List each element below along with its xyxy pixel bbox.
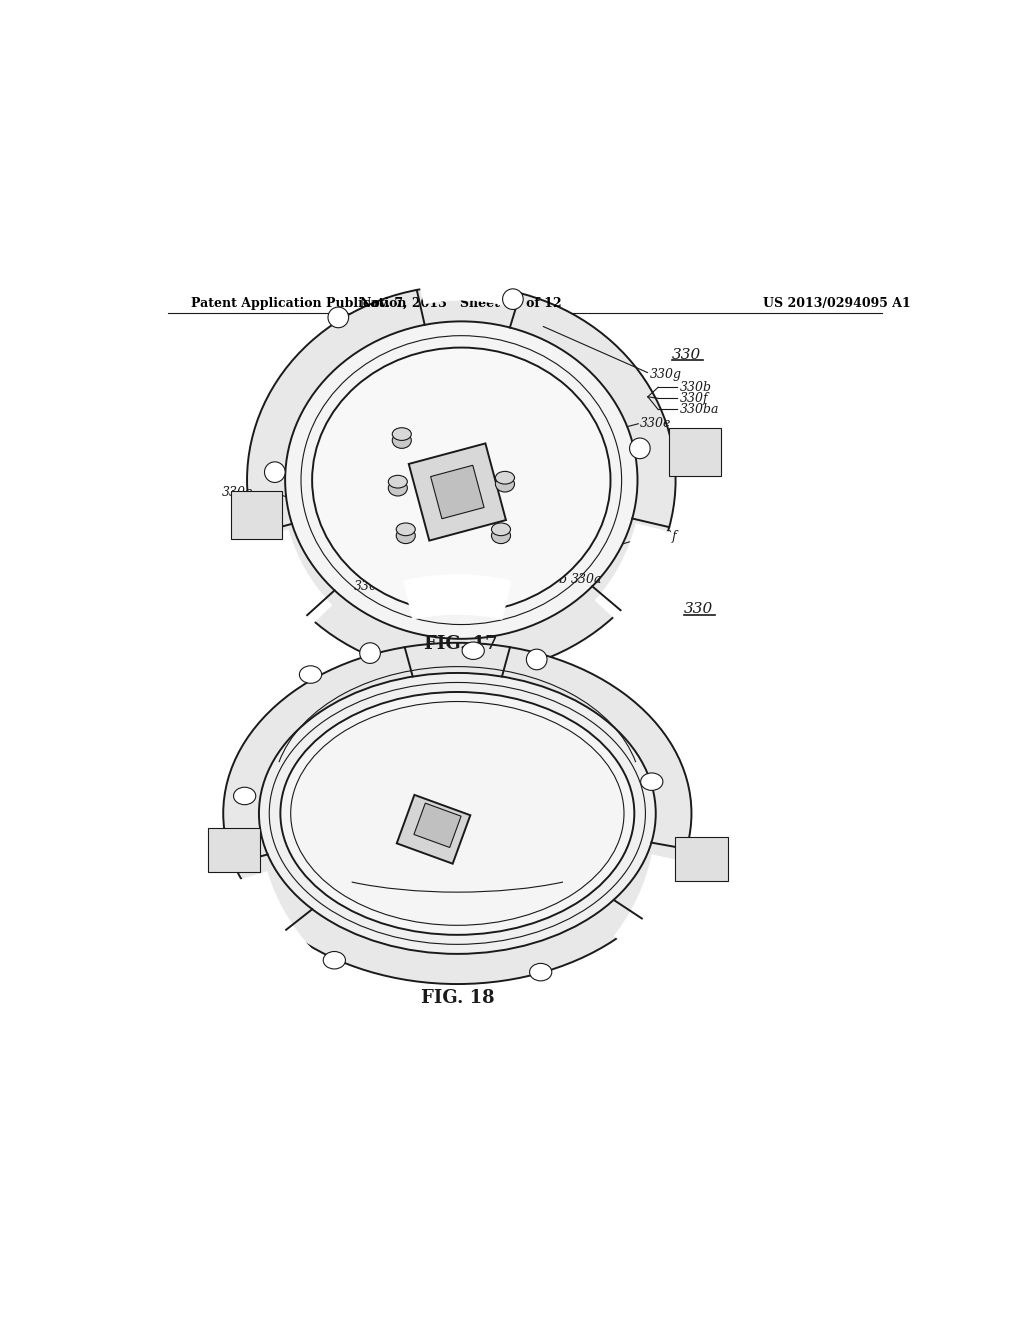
Text: FIG. 17: FIG. 17 (425, 635, 498, 653)
Polygon shape (670, 428, 721, 475)
Wedge shape (614, 855, 691, 961)
Ellipse shape (388, 475, 408, 488)
Text: 330e: 330e (221, 486, 253, 499)
Text: 330f: 330f (680, 392, 709, 405)
Text: 330g: 330g (650, 368, 682, 381)
Text: 330b: 330b (680, 380, 712, 393)
Ellipse shape (526, 649, 547, 669)
Text: Nov. 7, 2013   Sheet 11 of 12: Nov. 7, 2013 Sheet 11 of 12 (360, 297, 562, 310)
Text: 330ca: 330ca (414, 379, 453, 391)
Ellipse shape (396, 528, 416, 544)
Ellipse shape (492, 523, 511, 536)
Text: 330: 330 (672, 347, 700, 362)
Wedge shape (416, 261, 521, 308)
Polygon shape (208, 828, 260, 873)
Ellipse shape (496, 471, 514, 484)
Ellipse shape (392, 428, 412, 441)
Ellipse shape (312, 347, 610, 612)
Text: 330bc: 330bc (376, 527, 415, 540)
Ellipse shape (630, 438, 650, 458)
Ellipse shape (462, 642, 484, 660)
Ellipse shape (392, 433, 412, 449)
Wedge shape (251, 529, 332, 632)
Text: Patent Application Publication: Patent Application Publication (191, 297, 407, 310)
Text: 330bb: 330bb (354, 579, 394, 593)
Ellipse shape (529, 964, 552, 981)
Polygon shape (396, 795, 470, 863)
Text: 330cb: 330cb (497, 527, 536, 540)
Ellipse shape (396, 523, 416, 536)
Ellipse shape (388, 480, 408, 496)
Ellipse shape (233, 787, 256, 805)
Wedge shape (595, 524, 674, 627)
Ellipse shape (247, 285, 676, 675)
Text: 330f: 330f (648, 529, 677, 543)
Polygon shape (409, 444, 506, 541)
Ellipse shape (496, 477, 514, 492)
Polygon shape (414, 803, 461, 847)
Text: 330: 330 (684, 602, 713, 616)
Ellipse shape (259, 673, 655, 954)
Ellipse shape (285, 321, 638, 639)
Polygon shape (675, 837, 728, 882)
Polygon shape (230, 491, 283, 539)
Ellipse shape (264, 462, 285, 483)
Text: 330b: 330b (536, 573, 568, 586)
Ellipse shape (223, 643, 691, 983)
Ellipse shape (492, 528, 511, 544)
Ellipse shape (641, 774, 663, 791)
Ellipse shape (359, 643, 380, 664)
Wedge shape (229, 871, 312, 977)
Text: 330a: 330a (570, 573, 602, 586)
Text: FIG. 18: FIG. 18 (421, 989, 495, 1007)
Ellipse shape (324, 952, 345, 969)
Polygon shape (431, 465, 484, 519)
Text: 330e: 330e (640, 417, 672, 430)
Text: 330ba: 330ba (680, 403, 719, 416)
Ellipse shape (503, 289, 523, 309)
Text: 330d: 330d (505, 391, 537, 404)
Text: 330bc: 330bc (401, 425, 440, 438)
Text: 330d: 330d (473, 536, 505, 549)
Wedge shape (403, 574, 511, 619)
Ellipse shape (328, 308, 348, 327)
Ellipse shape (299, 665, 322, 684)
Ellipse shape (281, 692, 634, 935)
Text: US 2013/0294095 A1: US 2013/0294095 A1 (763, 297, 910, 310)
